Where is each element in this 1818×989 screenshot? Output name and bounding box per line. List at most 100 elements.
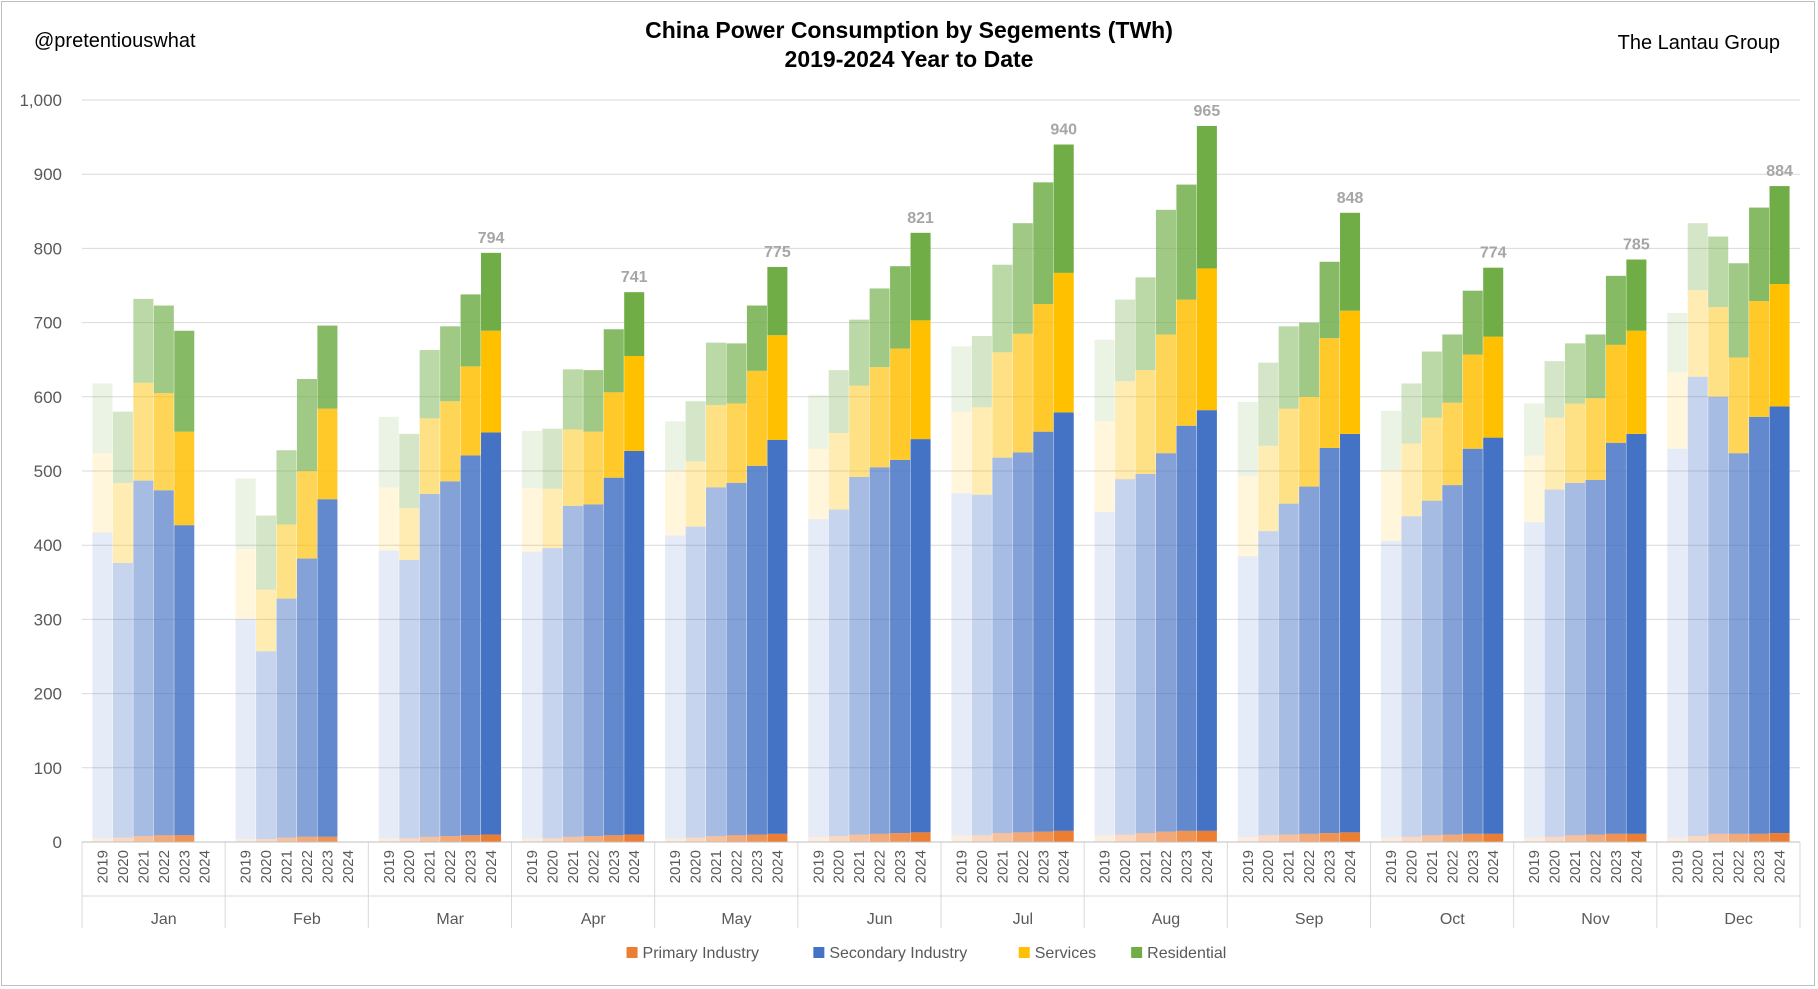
bar-segment-primary-industry [1299, 833, 1320, 842]
bar-segment-residential [174, 330, 195, 432]
y-tick-label: 300 [34, 610, 62, 629]
bar-segment-services [153, 393, 174, 491]
bar-segment-residential [1155, 209, 1176, 335]
bar-segment-primary-industry [1667, 837, 1688, 842]
bar-segment-primary-industry [1728, 833, 1749, 842]
bar-segment-secondary-industry [1626, 433, 1647, 834]
year-tick-label: 2019 [238, 850, 255, 883]
month-label: Dec [1724, 911, 1752, 928]
legend: Primary Industry Secondary Industry Servic… [626, 945, 1226, 962]
bar-segment-secondary-industry [910, 439, 931, 833]
bar-segment-primary-industry [276, 837, 297, 842]
bar-segment-residential [603, 329, 624, 393]
bar-segment-residential [317, 325, 338, 409]
bar-segment-services [1278, 408, 1299, 504]
bar-segment-residential [1687, 223, 1708, 290]
bar-segment-services [1687, 289, 1708, 377]
bar-segment-services [1053, 272, 1074, 413]
bar-segment-primary-industry [112, 837, 133, 842]
bar-segment-residential [726, 343, 747, 404]
year-tick-label: 2024 [1772, 850, 1789, 883]
year-tick-label: 2024 [1199, 850, 1216, 883]
year-tick-label: 2020 [1117, 850, 1134, 883]
bar-segment-services [971, 407, 992, 495]
bar-segment-primary-industry [153, 835, 174, 842]
bar-segment-secondary-industry [1053, 412, 1074, 831]
year-tick-label: 2023 [319, 850, 336, 883]
total-data-label: 965 [1194, 103, 1221, 120]
year-tick-label: 2022 [1587, 850, 1604, 883]
year-tick-label: 2022 [1301, 850, 1318, 883]
bar-segment-services [542, 488, 563, 549]
bar-segment-primary-industry [1380, 837, 1401, 842]
total-data-label: 775 [764, 244, 791, 261]
bar-segment-secondary-industry [746, 465, 767, 835]
bar-segment-primary-industry [1053, 830, 1074, 842]
bar-segment-services [133, 382, 154, 481]
bar-segment-primary-industry [440, 836, 461, 842]
year-tick-label: 2024 [1628, 850, 1645, 883]
bar-segment-residential [1258, 362, 1279, 446]
bar-segment-secondary-industry [1442, 485, 1463, 835]
bar-segment-residential [378, 416, 399, 488]
bar-segment-residential [869, 288, 890, 368]
year-tick-label: 2020 [401, 850, 418, 883]
bar-segment-residential [1012, 223, 1033, 334]
legend-label: Residential [1147, 945, 1226, 962]
legend-swatch [626, 947, 638, 958]
bar-segment-primary-industry [481, 834, 502, 842]
bar-segment-secondary-industry [1012, 452, 1033, 833]
bar-segment-services [1258, 445, 1279, 532]
bar-segment-primary-industry [1155, 831, 1176, 842]
bar-segment-primary-industry [1033, 831, 1054, 842]
bar-segment-secondary-industry [460, 455, 481, 836]
year-tick-label: 2024 [913, 850, 930, 883]
bar-segment-services [583, 431, 604, 505]
bar-segment-secondary-industry [542, 548, 563, 839]
year-tick-label: 2021 [422, 850, 439, 883]
legend-swatch [1018, 947, 1030, 958]
bar-segment-secondary-industry [419, 494, 440, 837]
year-tick-label: 2021 [1424, 850, 1441, 883]
year-tick-label: 2022 [1015, 850, 1032, 883]
y-tick-label: 500 [34, 462, 62, 481]
bar-segment-secondary-industry [296, 558, 317, 837]
year-tick-label: 2024 [1485, 850, 1502, 883]
bar-segment-primary-industry [399, 838, 420, 842]
bar-segment-services [174, 431, 195, 526]
bar-segment-secondary-industry [1401, 516, 1422, 837]
bar-segment-services [1524, 455, 1545, 523]
y-tick-label: 1,000 [19, 91, 62, 110]
bar-segment-secondary-industry [665, 535, 686, 839]
bar-segment-primary-industry [767, 833, 788, 842]
year-tick-label: 2019 [810, 850, 827, 883]
bar-segment-services [317, 408, 338, 500]
bar-segment-secondary-industry [92, 532, 113, 839]
bar-segment-secondary-industry [521, 551, 542, 839]
bar-segment-services [603, 392, 624, 478]
bar-segment-services [951, 411, 972, 494]
bar-segment-primary-industry [460, 835, 481, 842]
bar-segment-secondary-industry [1135, 473, 1156, 834]
year-tick-label: 2020 [1690, 850, 1707, 883]
bar-segment-residential [1524, 403, 1545, 456]
year-tick-label: 2021 [708, 850, 725, 883]
bar-segment-residential [1544, 361, 1565, 418]
month-label: Feb [293, 911, 321, 928]
bar-segment-residential [706, 342, 727, 405]
year-tick-label: 2023 [1035, 850, 1052, 883]
bar-segment-primary-industry [849, 834, 870, 842]
bar-segment-secondary-industry [1237, 556, 1258, 837]
year-tick-label: 2023 [176, 850, 193, 883]
bar-segment-primary-industry [706, 836, 727, 842]
month-label: Apr [581, 911, 607, 928]
bar-segment-services [849, 385, 870, 477]
bar-segment-secondary-industry [276, 598, 297, 838]
bar-segment-secondary-industry [1462, 448, 1483, 834]
bar-segment-services [1585, 398, 1606, 480]
chart-title: China Power Consumption by Segements (TW… [645, 17, 1173, 43]
year-tick-label: 2024 [1056, 850, 1073, 883]
year-tick-label: 2022 [728, 850, 745, 883]
total-data-label: 774 [1480, 245, 1507, 262]
year-tick-label: 2019 [1526, 850, 1543, 883]
